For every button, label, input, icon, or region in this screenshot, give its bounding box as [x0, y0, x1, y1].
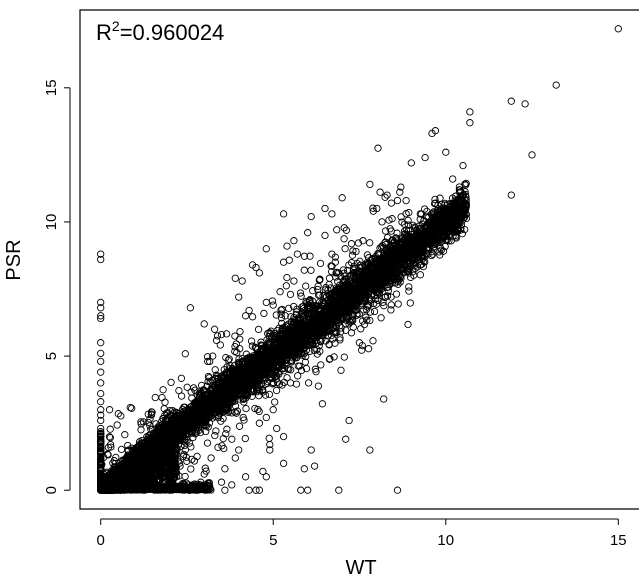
data-point [336, 336, 344, 344]
data-point [427, 251, 436, 260]
data-point [265, 329, 273, 337]
data-point [462, 179, 470, 188]
data-point [416, 215, 424, 223]
data-point [315, 342, 323, 350]
data-point [416, 271, 425, 279]
data-point [436, 251, 444, 259]
data-point [196, 428, 205, 437]
data-point [404, 221, 412, 229]
plot-frame [79, 9, 639, 510]
data-point [431, 195, 439, 204]
data-points [97, 25, 622, 494]
data-point [461, 180, 469, 188]
data-point [435, 248, 443, 256]
